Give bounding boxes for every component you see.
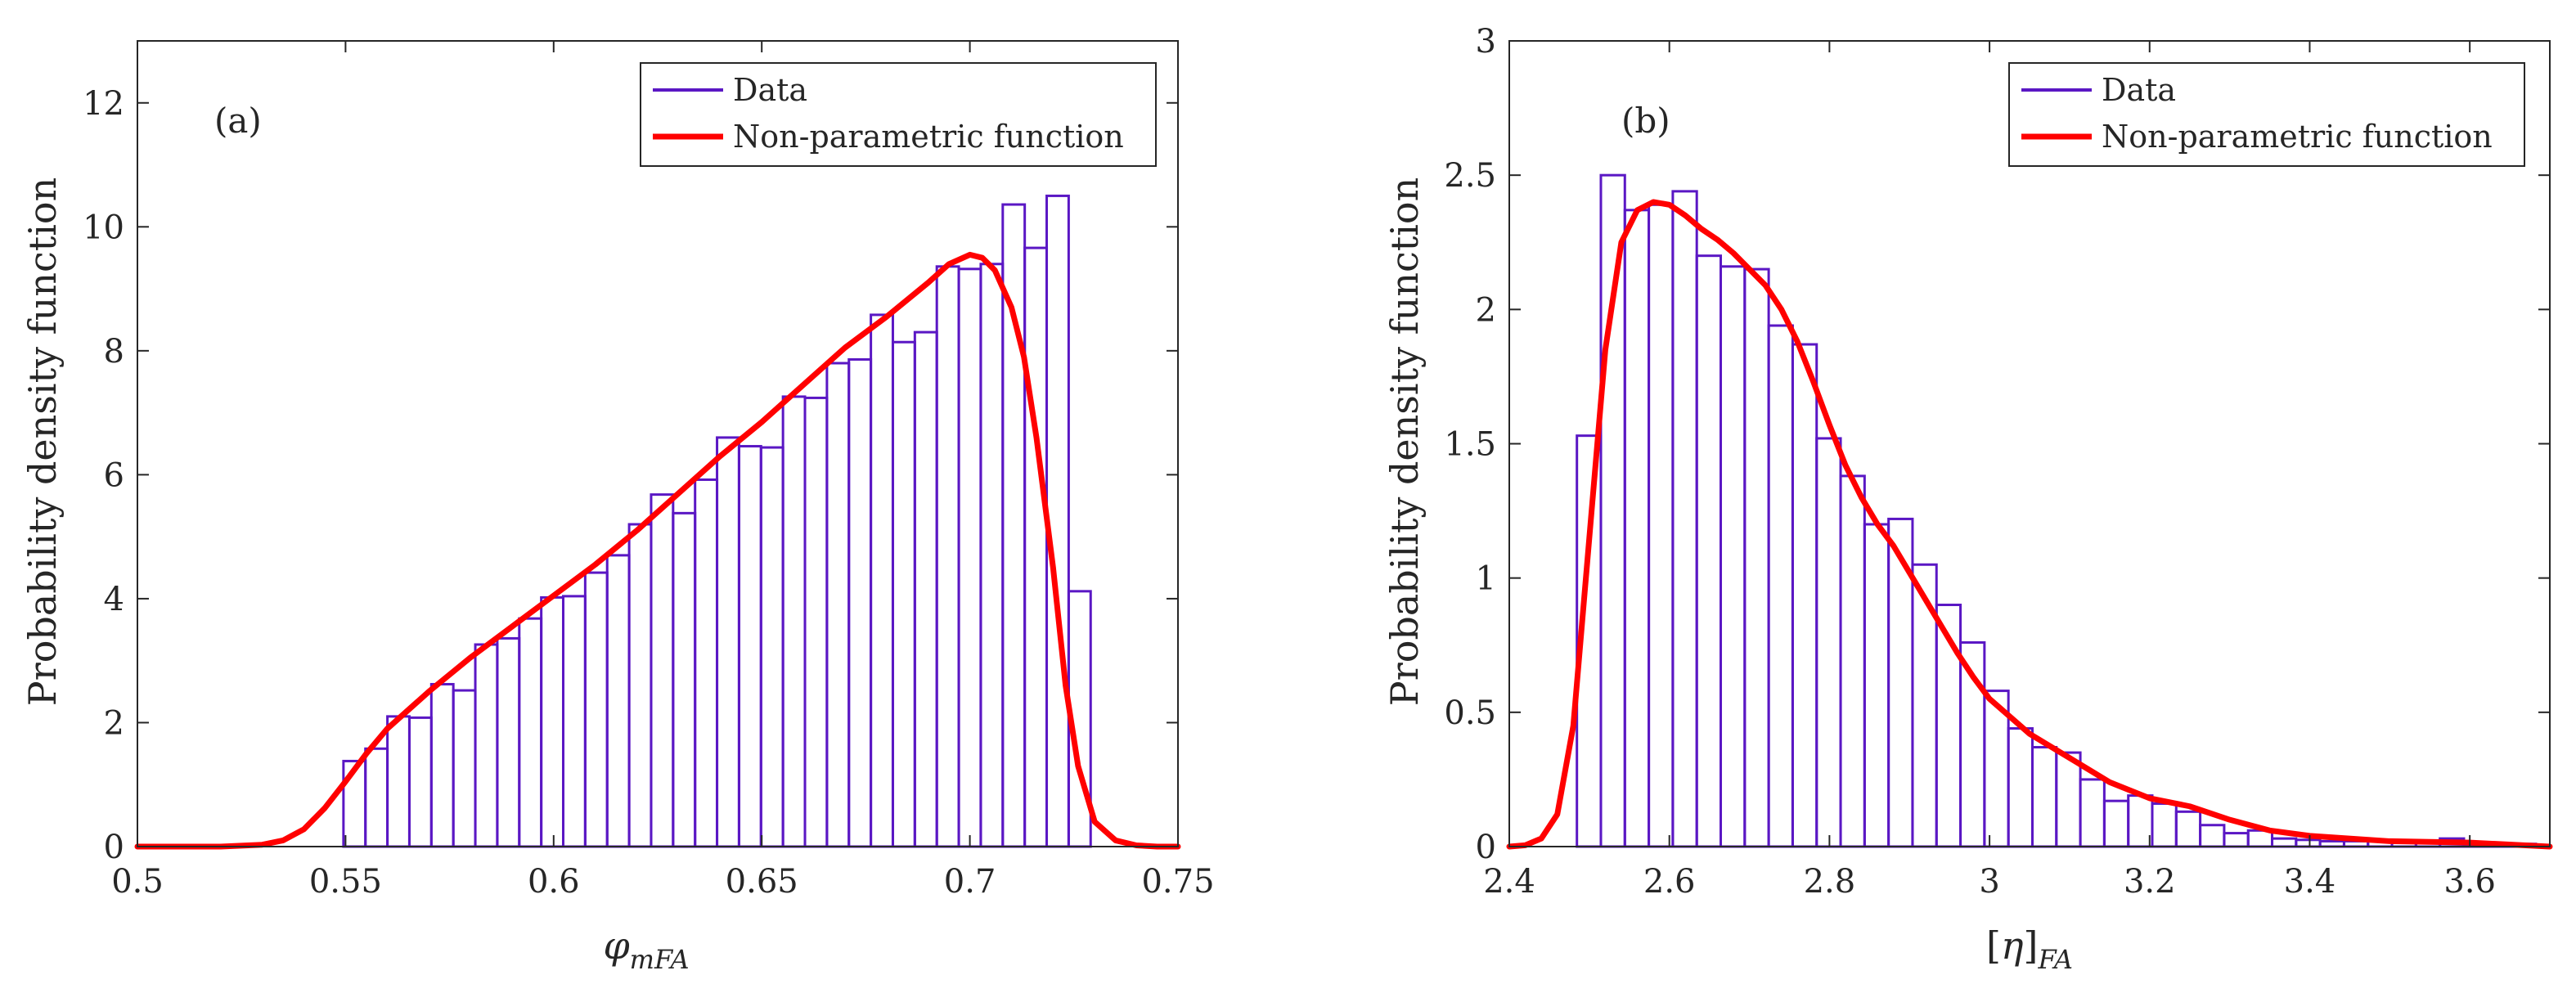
y-ticks-b: 0 0.5 1 1.5 2 2.5 3 bbox=[1444, 23, 2550, 866]
x-tick-label: 3.6 bbox=[2443, 863, 2496, 901]
y-tick-label: 0.5 bbox=[1444, 694, 1496, 732]
y-tick-label: 2 bbox=[104, 704, 124, 742]
plot-area-b bbox=[1509, 41, 2550, 847]
plot-area-a bbox=[137, 41, 1178, 847]
y-tick-label: 6 bbox=[104, 456, 124, 494]
y-tick-label: 0 bbox=[1476, 829, 1496, 866]
chart-panel-b: 2.4 2.6 2.8 3 3.2 3.4 3.6 0 0.5 1 1.5 2 2.5 3 (b) [η… bbox=[1382, 23, 2553, 975]
legend-label-data-a: Data bbox=[733, 72, 807, 108]
y-tick-label: 2.5 bbox=[1444, 157, 1496, 195]
legend-box-a bbox=[640, 62, 1157, 167]
legend-label-curve-a: Non-parametric function bbox=[733, 119, 1124, 155]
y-tick-label: 4 bbox=[104, 581, 124, 618]
x-ticks-a: 0.5 0.55 0.6 0.65 0.7 0.75 bbox=[111, 41, 1215, 901]
panel-label-b: (b) bbox=[1621, 101, 1670, 141]
y-axis-label-b: Probability density function bbox=[1382, 177, 1427, 706]
x-axis-label-b: [η]FA bbox=[1986, 923, 2073, 975]
y-tick-label: 2 bbox=[1476, 291, 1496, 329]
y-axis-label-a: Probability density function bbox=[20, 177, 65, 706]
y-ticks-a: 0 2 4 6 8 10 12 bbox=[83, 85, 1178, 866]
plot-box-a bbox=[137, 40, 1179, 847]
x-tick-label: 3.2 bbox=[2124, 863, 2176, 901]
y-tick-label: 3 bbox=[1476, 23, 1496, 61]
chart-panel-a: 0.5 0.55 0.6 0.65 0.7 0.75 0 2 4 6 8 10 12 (a) φmFA… bbox=[20, 40, 1215, 975]
x-tick-label: 0.7 bbox=[944, 863, 996, 901]
x-tick-label: 3.4 bbox=[2284, 863, 2336, 901]
legend-a: Data Non-parametric function bbox=[640, 62, 1157, 167]
x-ticks-b: 2.4 2.6 2.8 3 3.2 3.4 3.6 bbox=[1483, 41, 2496, 901]
y-tick-label: 12 bbox=[83, 85, 124, 123]
y-tick-label: 8 bbox=[104, 333, 124, 371]
x-tick-label: 0.75 bbox=[1141, 863, 1214, 901]
non-parametric-curve-b bbox=[1506, 199, 2553, 850]
x-tick-label: 0.5 bbox=[111, 863, 164, 901]
x-tick-label: 2.6 bbox=[1643, 863, 1696, 901]
y-tick-label: 1.5 bbox=[1444, 426, 1496, 464]
x-tick-label: 0.55 bbox=[309, 863, 382, 901]
non-parametric-curve-a bbox=[134, 251, 1181, 850]
legend-b: Data Non-parametric function bbox=[2008, 62, 2525, 167]
legend-label-curve-b: Non-parametric function bbox=[2102, 119, 2493, 155]
x-tick-label: 2.4 bbox=[1483, 863, 1535, 901]
panel-label-a: (a) bbox=[214, 101, 262, 141]
x-tick-label: 3 bbox=[1979, 863, 1999, 901]
y-tick-label: 0 bbox=[104, 829, 124, 866]
y-tick-label: 10 bbox=[83, 209, 124, 246]
x-axis-label-a: φmFA bbox=[603, 923, 689, 975]
y-tick-label: 1 bbox=[1476, 560, 1496, 598]
x-tick-label: 0.6 bbox=[528, 863, 580, 901]
x-tick-label: 2.8 bbox=[1804, 863, 1856, 901]
legend-box-b bbox=[2008, 62, 2525, 167]
legend-label-data-b: Data bbox=[2102, 72, 2176, 108]
x-tick-label: 0.65 bbox=[726, 863, 798, 901]
